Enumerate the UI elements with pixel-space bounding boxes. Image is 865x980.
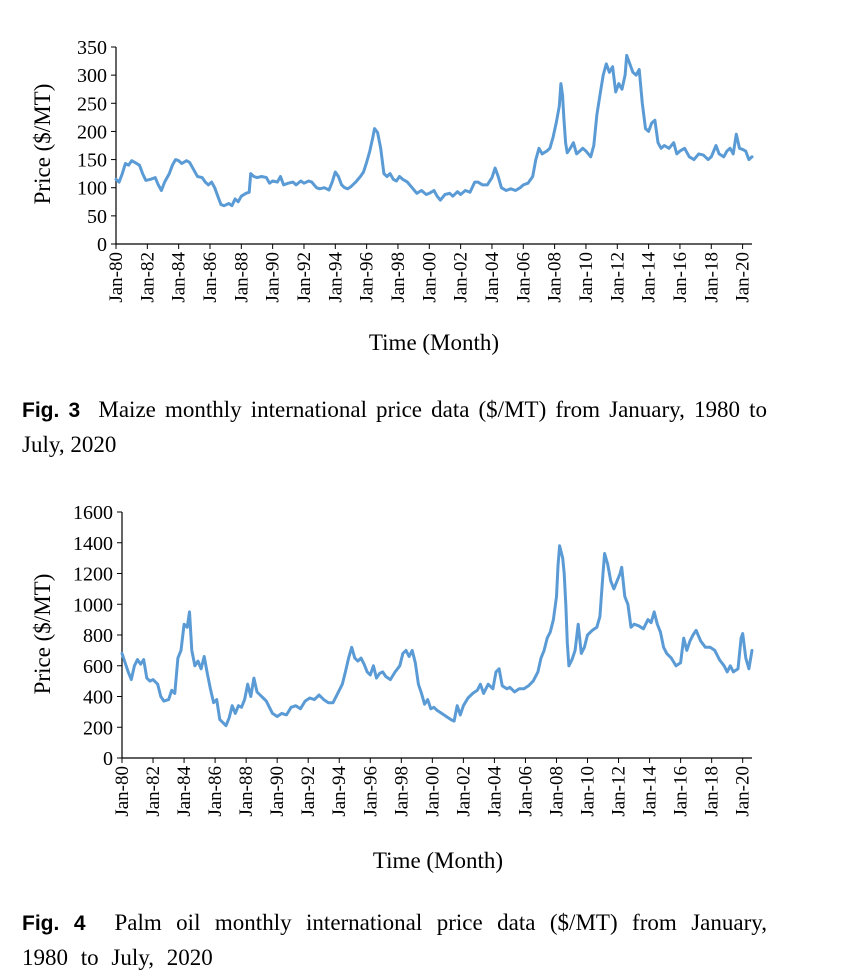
x-axis-title: Time (Month) bbox=[373, 848, 503, 873]
x-tick-label: Jan-02 bbox=[453, 766, 474, 817]
y-tick-label: 800 bbox=[83, 625, 113, 647]
x-tick-label: Jan-14 bbox=[640, 766, 661, 817]
y-tick-label: 250 bbox=[77, 93, 107, 115]
y-tick-label: 1000 bbox=[73, 594, 113, 616]
x-tick-label: Jan-94 bbox=[329, 766, 350, 817]
palm-oil-chart-svg: Price ($/MT) Time (Month) 0 200 400 600 800 1… bbox=[30, 502, 754, 873]
y-tick-label: 0 bbox=[103, 748, 113, 770]
palm-oil-price-chart: Price ($/MT) Time (Month) 0 200 400 600 800 1… bbox=[0, 492, 865, 880]
x-tick-label: Jan-06 bbox=[513, 252, 534, 303]
x-tick-label: Jan-90 bbox=[267, 766, 288, 817]
y-axis-title-text: Price ($/MT) bbox=[30, 574, 55, 695]
x-tick-label: Jan-90 bbox=[263, 252, 284, 303]
x-tick-label: Jan-94 bbox=[325, 252, 346, 303]
y-tick-label: 400 bbox=[83, 687, 113, 709]
x-tick-label: Jan-04 bbox=[484, 766, 505, 817]
x-tick-label: Jan-06 bbox=[515, 766, 536, 817]
x-axis-title: Time (Month) bbox=[369, 330, 499, 355]
x-tick-label: Jan-18 bbox=[701, 252, 722, 303]
x-tick-label: Jan-10 bbox=[576, 252, 597, 303]
x-tick-label: Jan-86 bbox=[205, 766, 226, 817]
x-tick-label: Jan-20 bbox=[733, 766, 754, 817]
x-tick-label: Jan-14 bbox=[639, 252, 660, 303]
x-tick-label: Jan-98 bbox=[388, 252, 409, 303]
figure-4-caption-text: Palm oil monthly international price dat… bbox=[22, 910, 767, 970]
figure-4-caption: Fig. 4 Palm oil monthly international pr… bbox=[22, 906, 767, 975]
x-tick-label: Jan-92 bbox=[298, 766, 319, 817]
x-tick-label: Jan-12 bbox=[609, 766, 630, 817]
x-tick-label: Jan-20 bbox=[733, 252, 754, 303]
y-tick-label: 200 bbox=[77, 121, 107, 143]
y-tick-label: 1600 bbox=[73, 502, 113, 524]
x-tick-label: Jan-16 bbox=[671, 766, 692, 817]
x-tick-label: Jan-12 bbox=[607, 252, 628, 303]
figure-4-label: Fig. 4 bbox=[22, 912, 86, 935]
x-tick-label: Jan-92 bbox=[294, 252, 315, 303]
x-tick-label: Jan-80 bbox=[112, 766, 133, 817]
y-tick-label: 300 bbox=[77, 65, 107, 87]
x-tick-label: Jan-84 bbox=[169, 252, 190, 303]
y-tick-label: 100 bbox=[77, 178, 107, 200]
y-tick-label: 150 bbox=[77, 150, 107, 172]
figure-3-caption: Fig. 3 Maize monthly international price… bbox=[22, 393, 767, 462]
maize-price-chart: Price ($/MT) Time (Month) 0 50 100 150 200 25… bbox=[0, 20, 865, 370]
x-tick-label: Jan-82 bbox=[143, 766, 164, 817]
maize-chart-svg: Price ($/MT) Time (Month) 0 50 100 150 200 25… bbox=[30, 37, 754, 355]
x-tick-label: Jan-16 bbox=[670, 252, 691, 303]
y-tick-label: 0 bbox=[97, 234, 107, 256]
y-tick-label: 600 bbox=[83, 656, 113, 678]
y-tick-label: 200 bbox=[83, 717, 113, 739]
y-tick-label: 50 bbox=[87, 206, 107, 228]
x-tick-label: Jan-96 bbox=[360, 766, 381, 817]
y-tick-label: 1200 bbox=[73, 564, 113, 586]
y-tick-label: 1400 bbox=[73, 533, 113, 555]
figure-3-label: Fig. 3 bbox=[22, 399, 81, 422]
x-tick-label: Jan-88 bbox=[231, 252, 252, 303]
x-tick-label: Jan-18 bbox=[702, 766, 723, 817]
y-axis-title-text: Price ($/MT) bbox=[30, 84, 55, 205]
x-tick-label: Jan-08 bbox=[546, 766, 567, 817]
x-tick-label: Jan-86 bbox=[200, 252, 221, 303]
x-tick-label: Jan-98 bbox=[391, 766, 412, 817]
x-tick-label: Jan-96 bbox=[357, 252, 378, 303]
price-series-line bbox=[114, 53, 754, 208]
x-tick-label: Jan-82 bbox=[137, 252, 158, 303]
y-axis-title: Price ($/MT) bbox=[30, 574, 55, 695]
x-tick-label: Jan-08 bbox=[545, 252, 566, 303]
x-tick-label: Jan-10 bbox=[578, 766, 599, 817]
y-axis-title: Price ($/MT) bbox=[30, 84, 55, 205]
figure-3-caption-text: Maize monthly international price data (… bbox=[22, 397, 767, 457]
x-tick-label: Jan-88 bbox=[236, 766, 257, 817]
y-tick-label: 350 bbox=[77, 37, 107, 59]
price-series-line bbox=[120, 544, 754, 728]
x-tick-label: Jan-00 bbox=[422, 766, 443, 817]
x-tick-label: Jan-02 bbox=[451, 252, 472, 303]
x-tick-label: Jan-04 bbox=[482, 252, 503, 303]
x-tick-label: Jan-84 bbox=[174, 766, 195, 817]
x-tick-label: Jan-80 bbox=[106, 252, 127, 303]
x-tick-label: Jan-00 bbox=[419, 252, 440, 303]
